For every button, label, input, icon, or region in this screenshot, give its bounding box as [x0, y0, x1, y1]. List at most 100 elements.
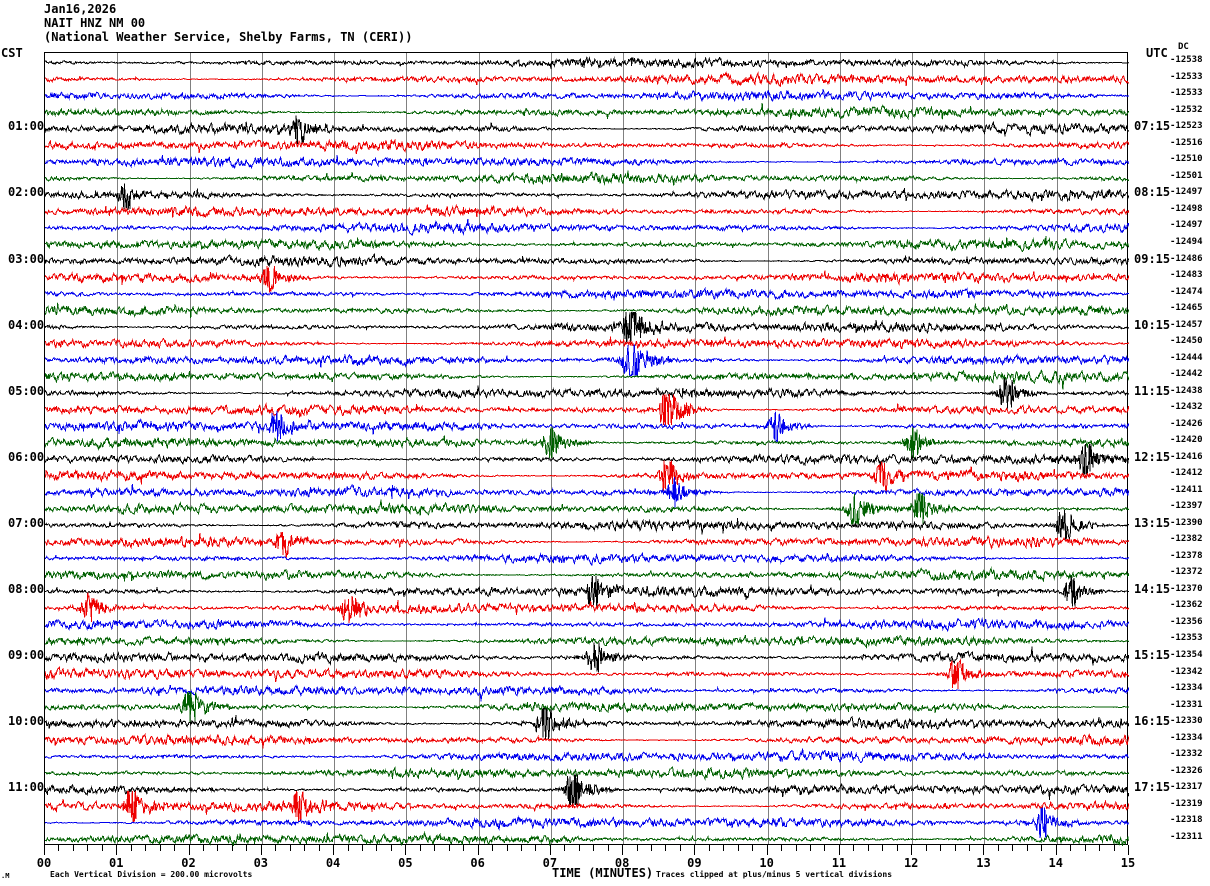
- trace-19-green: [45, 369, 1129, 390]
- dc-offset-value-3: -12532: [1170, 104, 1203, 115]
- trace-37-red: [45, 658, 1129, 690]
- x-tick-9-1: [709, 845, 710, 851]
- dc-offset-value-7: -12501: [1170, 170, 1203, 181]
- trace-12-black: [45, 253, 1129, 269]
- x-tick-14-4: [1114, 845, 1115, 851]
- x-tick-0-4: [102, 845, 103, 851]
- dc-offset-value-33: -12362: [1170, 600, 1203, 611]
- x-tick-9-0: [694, 845, 695, 855]
- trace-36-black: [45, 642, 1129, 673]
- x-tick-14-3: [1099, 845, 1100, 851]
- x-tick-11-3: [882, 845, 883, 851]
- x-tick-3-4: [319, 845, 320, 851]
- x-axis-label-04: 04: [325, 856, 341, 870]
- x-tick-7-4: [608, 845, 609, 851]
- dc-offset-value-14: -12474: [1170, 286, 1203, 297]
- dc-offset-value-15: -12465: [1170, 303, 1203, 314]
- x-tick-8-0: [622, 845, 623, 855]
- x-axis-label-11: 11: [831, 856, 847, 870]
- x-axis-label-15: 15: [1120, 856, 1136, 870]
- trace-32-black: [45, 576, 1129, 607]
- trace-38-blue: [45, 684, 1129, 702]
- trace-7-green: [45, 170, 1129, 186]
- x-tick-10-3: [810, 845, 811, 851]
- x-tick-4-3: [376, 845, 377, 851]
- x-tick-4-2: [362, 845, 363, 851]
- cst-time-label-1000: 10:00: [8, 714, 45, 729]
- utc-time-label-0815: 08:15: [1134, 185, 1171, 200]
- trace-10-blue: [45, 219, 1129, 236]
- header-station: NAIT HNZ NM 00: [44, 16, 146, 30]
- cst-time-label-0800: 08:00: [8, 581, 45, 596]
- trace-39-green: [45, 691, 1129, 723]
- seismogram-plot[interactable]: [44, 52, 1129, 846]
- x-tick-0-1: [58, 845, 59, 851]
- trace-17-red: [45, 336, 1129, 350]
- header-date: Jan16,2026: [44, 2, 117, 16]
- trace-13-red: [45, 265, 1129, 293]
- dc-offset-value-8: -12497: [1170, 187, 1203, 198]
- trace-47-green: [45, 830, 1129, 846]
- dc-offset-value-36: -12354: [1170, 650, 1203, 660]
- trace-22-blue: [45, 410, 1129, 443]
- trace-42-blue: [45, 748, 1129, 763]
- utc-time-label-1515: 15:15: [1134, 648, 1171, 662]
- trace-27-green: [45, 493, 1129, 525]
- dc-offset-value-16: -12457: [1170, 319, 1203, 330]
- x-axis-label-01: 01: [109, 856, 124, 870]
- x-tick-12-4: [969, 845, 970, 851]
- gridline-minute-3: [262, 53, 263, 844]
- x-axis-label-06: 06: [470, 856, 485, 870]
- trace-28-black: [45, 510, 1129, 541]
- x-axis-label-02: 02: [181, 856, 196, 870]
- footer-scale-note: Each Vertical Division = 200.00 microvol…: [50, 870, 253, 879]
- x-tick-10-0: [767, 845, 768, 855]
- x-tick-4-0: [333, 845, 334, 855]
- dc-offset-value-32: -12370: [1170, 583, 1203, 594]
- x-tick-12-1: [926, 845, 927, 851]
- cst-axis-label: CST: [1, 46, 23, 60]
- x-tick-10-1: [781, 845, 782, 851]
- dc-offset-value-31: -12372: [1170, 567, 1203, 578]
- gridline-minute-8: [623, 53, 624, 844]
- x-tick-8-3: [665, 845, 666, 851]
- x-tick-5-4: [463, 845, 464, 851]
- seismic-traces: [45, 53, 1129, 846]
- x-tick-13-2: [1012, 845, 1013, 851]
- x-tick-6-3: [521, 845, 522, 851]
- trace-3-green: [45, 103, 1129, 121]
- dc-offset-value-19: -12442: [1170, 369, 1203, 380]
- x-tick-13-1: [998, 845, 999, 851]
- x-tick-4-4: [391, 845, 392, 851]
- dc-offset-value-1: -12533: [1170, 71, 1203, 82]
- x-tick-9-2: [723, 845, 724, 851]
- cst-time-label-0600: 06:00: [8, 449, 45, 464]
- x-tick-2-3: [232, 845, 233, 851]
- x-tick-5-2: [434, 845, 435, 851]
- trace-18-blue: [45, 344, 1129, 377]
- x-tick-4-1: [348, 845, 349, 851]
- x-tick-11-0: [839, 845, 840, 855]
- x-axis-title: TIME (MINUTES): [552, 866, 654, 880]
- dc-offset-value-30: -12378: [1170, 550, 1203, 561]
- dc-offset-value-35: -12353: [1170, 633, 1203, 644]
- x-tick-3-3: [304, 845, 305, 851]
- utc-axis-label: UTC: [1146, 46, 1168, 60]
- x-axis-label-07: 07: [542, 856, 558, 870]
- dc-offset-value-45: -12319: [1170, 798, 1203, 809]
- x-axis-label-14: 14: [1048, 856, 1063, 870]
- footer-clip-note: Traces clipped at plus/minus 5 vertical …: [656, 870, 893, 879]
- trace-1-red: [45, 71, 1129, 88]
- x-tick-12-0: [911, 845, 912, 855]
- trace-30-blue: [45, 551, 1129, 567]
- gridline-minute-10: [768, 53, 769, 844]
- x-tick-0-3: [87, 845, 88, 851]
- dc-offset-value-46: -12318: [1170, 815, 1203, 826]
- x-tick-11-4: [897, 845, 898, 851]
- x-tick-7-3: [593, 845, 594, 851]
- x-tick-12-2: [940, 845, 941, 851]
- dc-offset-value-27: -12397: [1170, 501, 1203, 512]
- x-tick-9-3: [738, 845, 739, 851]
- trace-4-black: [45, 115, 1129, 145]
- dc-offset-value-29: -12382: [1170, 534, 1203, 545]
